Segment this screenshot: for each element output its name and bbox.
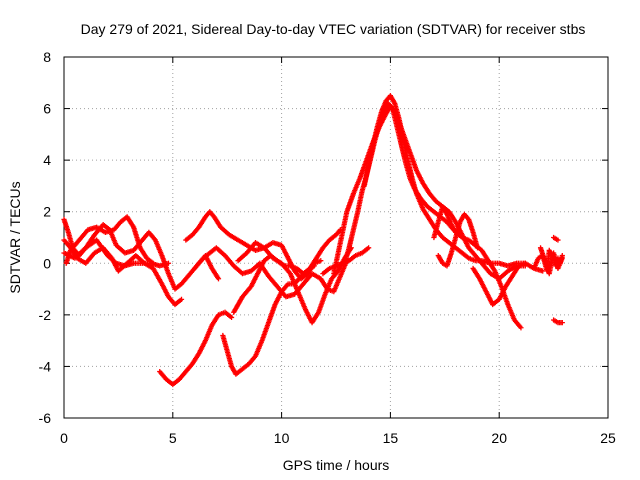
x-tick-label: 25 (600, 430, 616, 446)
y-axis-label: SDTVAR / TECUs (7, 181, 23, 293)
y-tick-label: -4 (39, 358, 52, 374)
series-arc4 (63, 214, 156, 266)
x-tick-label: 20 (491, 430, 507, 446)
x-tick-label: 5 (169, 430, 177, 446)
series-arc19 (537, 245, 565, 277)
data-point (165, 260, 172, 266)
data-point (559, 255, 565, 261)
data-point (518, 325, 524, 331)
y-tick-label: 0 (43, 255, 51, 271)
x-tick-label: 10 (274, 430, 290, 446)
y-tick-label: 4 (43, 152, 51, 168)
series-arc21 (551, 317, 565, 326)
x-tick-label: 15 (383, 430, 399, 446)
y-tick-label: 2 (43, 204, 51, 220)
chart-title: Day 279 of 2021, Sidereal Day-to-day VTE… (81, 21, 586, 37)
data-point (540, 268, 546, 274)
y-tick-label: -6 (39, 410, 52, 426)
data-point (366, 245, 372, 251)
data-point (318, 258, 324, 264)
y-tick-label: 8 (43, 49, 51, 65)
series-arc20 (551, 234, 561, 243)
data-point (215, 276, 222, 282)
data-points (61, 93, 565, 388)
series-arc16 (431, 203, 524, 331)
data-point (228, 314, 235, 321)
data-point (555, 237, 561, 243)
data-point (559, 319, 565, 326)
y-tick-label: 6 (43, 101, 51, 117)
x-axis-label: GPS time / hours (283, 457, 390, 473)
x-tick-label: 0 (60, 430, 68, 446)
axis-ticks: 0 5 10 15 20 25 -6 -4 -2 0 2 4 6 8 (39, 49, 616, 446)
data-point (150, 260, 156, 266)
series-arc9 (235, 240, 354, 326)
y-tick-label: -2 (39, 307, 52, 323)
series-arc6 (157, 309, 235, 388)
series-arc10 (191, 245, 350, 300)
series-arc14 (361, 93, 528, 269)
data-point (178, 296, 185, 302)
series-arc17 (470, 260, 546, 308)
